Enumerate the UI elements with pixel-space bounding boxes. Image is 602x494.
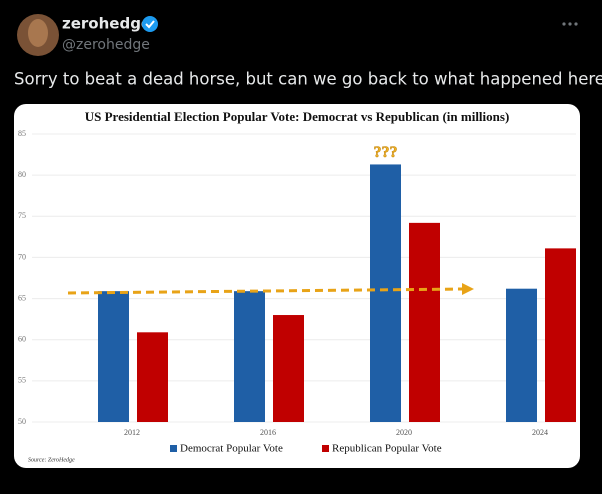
tweet-text: Sorry to beat a dead horse, but can we g… xyxy=(14,70,602,89)
arrow-head xyxy=(462,283,474,295)
bar xyxy=(506,288,537,422)
y-tick-label: 75 xyxy=(18,211,26,220)
trend-arrow xyxy=(67,287,465,295)
x-tick-label: 2020 xyxy=(396,428,412,437)
legend-swatch xyxy=(322,445,329,452)
source: Source: ZeroHedge xyxy=(28,457,75,463)
y-tick-label: 50 xyxy=(18,417,26,426)
annotation: ??? xyxy=(374,144,398,161)
bar xyxy=(545,248,576,422)
verified-check xyxy=(145,20,155,29)
bar xyxy=(409,222,440,422)
legend-label: Republican Popular Vote xyxy=(332,443,442,455)
legend-swatch xyxy=(170,445,177,452)
more-menu[interactable] xyxy=(562,22,578,26)
author-name[interactable]: zerohedge xyxy=(62,15,151,33)
avatar-figure xyxy=(28,19,48,47)
bar xyxy=(234,291,265,422)
author-handle[interactable]: @zerohedge xyxy=(62,37,150,53)
bar xyxy=(273,315,304,422)
y-tick-label: 80 xyxy=(18,170,26,179)
chart-title: US Presidential Election Popular Vote: D… xyxy=(85,109,510,124)
x-tick-label: 2012 xyxy=(124,428,140,437)
bar xyxy=(137,332,168,422)
y-tick-label: 55 xyxy=(18,376,26,385)
y-tick-label: 70 xyxy=(18,252,26,261)
x-tick-label: 2016 xyxy=(260,428,276,437)
legend-label: Democrat Popular Vote xyxy=(180,443,283,455)
y-tick-label: 65 xyxy=(18,293,26,302)
y-tick-label: 60 xyxy=(18,335,26,344)
bar xyxy=(98,291,129,422)
chart: US Presidential Election Popular Vote: D… xyxy=(18,109,576,463)
verified-badge xyxy=(142,16,158,32)
y-tick-label: 85 xyxy=(18,129,26,138)
bar xyxy=(370,164,401,422)
x-tick-label: 2024 xyxy=(532,428,548,437)
